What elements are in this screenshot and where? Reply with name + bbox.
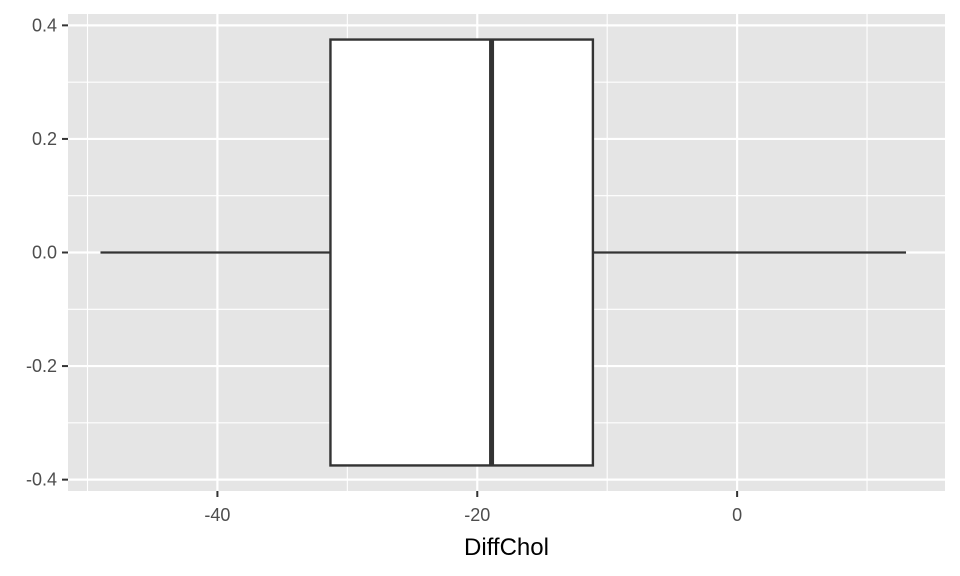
x-axis-title: DiffChol [464,534,549,561]
x-axis: -40 -20 0 [204,491,742,525]
y-tick-label: -0.4 [26,470,57,490]
interquartile-box [329,38,595,467]
y-tick-label: 0.0 [32,243,57,263]
y-tick-label: -0.2 [26,356,57,376]
y-tick-label: 0.4 [32,15,57,35]
boxplot [100,38,907,467]
y-axis: 0.4 0.2 0.0 -0.2 -0.4 [26,15,68,490]
x-tick-label: -40 [204,505,230,525]
y-tick-label: 0.2 [32,129,57,149]
x-tick-label: 0 [732,505,742,525]
x-tick-label: -20 [464,505,490,525]
